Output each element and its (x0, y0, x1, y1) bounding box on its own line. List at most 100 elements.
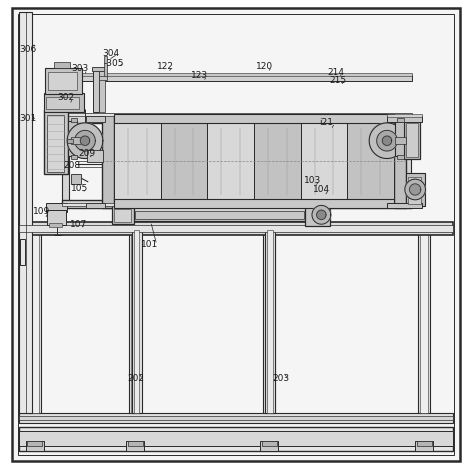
Text: 215: 215 (330, 76, 347, 85)
Bar (132, 230, 142, 413)
Bar (387, 203, 422, 208)
Bar (404, 120, 421, 159)
Bar (267, 230, 273, 413)
Bar (19, 222, 453, 235)
Polygon shape (377, 130, 397, 151)
Bar (112, 205, 134, 224)
Bar (395, 121, 404, 156)
Bar (397, 118, 404, 122)
Bar (114, 123, 161, 199)
Bar (26, 441, 44, 451)
Bar (19, 225, 453, 232)
Text: i21: i21 (320, 118, 334, 128)
Text: 203: 203 (273, 374, 290, 384)
Bar (301, 123, 347, 199)
Polygon shape (382, 136, 392, 145)
Text: 101: 101 (141, 240, 159, 250)
Bar (71, 155, 77, 159)
Polygon shape (75, 130, 95, 151)
Polygon shape (67, 123, 103, 159)
Bar (47, 115, 64, 172)
Text: 104: 104 (313, 185, 330, 195)
Bar (44, 110, 68, 174)
Bar (129, 232, 141, 413)
Bar (61, 73, 413, 76)
Bar (19, 416, 453, 420)
Bar (114, 199, 394, 208)
Text: 120: 120 (256, 62, 273, 71)
Bar (61, 113, 413, 116)
Bar (347, 123, 394, 199)
Bar (29, 232, 41, 413)
Bar (99, 76, 108, 80)
Bar (262, 441, 277, 446)
Bar (48, 210, 66, 225)
Bar (263, 232, 275, 413)
Bar (68, 121, 77, 156)
Bar (61, 114, 413, 123)
Bar (19, 427, 453, 451)
Bar (114, 114, 394, 123)
Text: 107: 107 (69, 219, 87, 229)
Text: 122: 122 (157, 62, 174, 71)
Polygon shape (405, 179, 425, 200)
Text: 303: 303 (71, 64, 88, 74)
Bar (261, 441, 278, 451)
Text: 202: 202 (127, 374, 144, 384)
Bar (86, 203, 105, 208)
Bar (104, 56, 107, 77)
Bar (49, 72, 77, 90)
Bar (20, 239, 25, 265)
Bar (418, 232, 430, 413)
Bar (417, 441, 431, 446)
Bar (19, 12, 33, 413)
Bar (161, 123, 207, 199)
Bar (31, 232, 39, 413)
Bar (397, 155, 404, 159)
Polygon shape (369, 123, 405, 159)
Bar (61, 114, 68, 208)
Bar (61, 75, 413, 81)
Bar (50, 223, 62, 227)
Text: 123: 123 (192, 71, 209, 81)
Bar (44, 93, 84, 112)
Bar (27, 441, 42, 446)
Bar (102, 114, 114, 208)
Bar (61, 200, 413, 208)
Bar (114, 209, 131, 222)
Polygon shape (410, 184, 421, 195)
Bar (92, 67, 106, 71)
Bar (19, 431, 453, 446)
Bar (126, 441, 144, 451)
Bar (207, 123, 254, 199)
Bar (395, 137, 406, 144)
Bar (408, 177, 421, 204)
Bar (406, 173, 424, 206)
Text: 209: 209 (78, 149, 95, 159)
Bar (46, 97, 79, 109)
Bar (54, 62, 70, 68)
Bar (71, 118, 77, 122)
Bar (71, 174, 81, 184)
Text: -305: -305 (104, 59, 124, 68)
Text: 103: 103 (304, 176, 321, 185)
Bar (61, 203, 413, 206)
Bar (135, 211, 304, 219)
Bar (254, 123, 301, 199)
Bar (99, 69, 105, 112)
Text: 208: 208 (63, 160, 81, 170)
Text: 105: 105 (71, 184, 88, 193)
Text: 214: 214 (328, 68, 345, 77)
Text: 301: 301 (19, 113, 36, 123)
Bar (45, 68, 82, 94)
Polygon shape (312, 205, 331, 224)
Bar (93, 69, 99, 112)
Bar (420, 232, 428, 413)
Bar (394, 114, 406, 208)
Text: 306: 306 (19, 45, 36, 54)
Bar (19, 413, 453, 423)
Bar (265, 230, 275, 413)
Text: 109: 109 (34, 207, 51, 217)
Bar (67, 139, 73, 143)
Text: 304: 304 (102, 49, 119, 59)
